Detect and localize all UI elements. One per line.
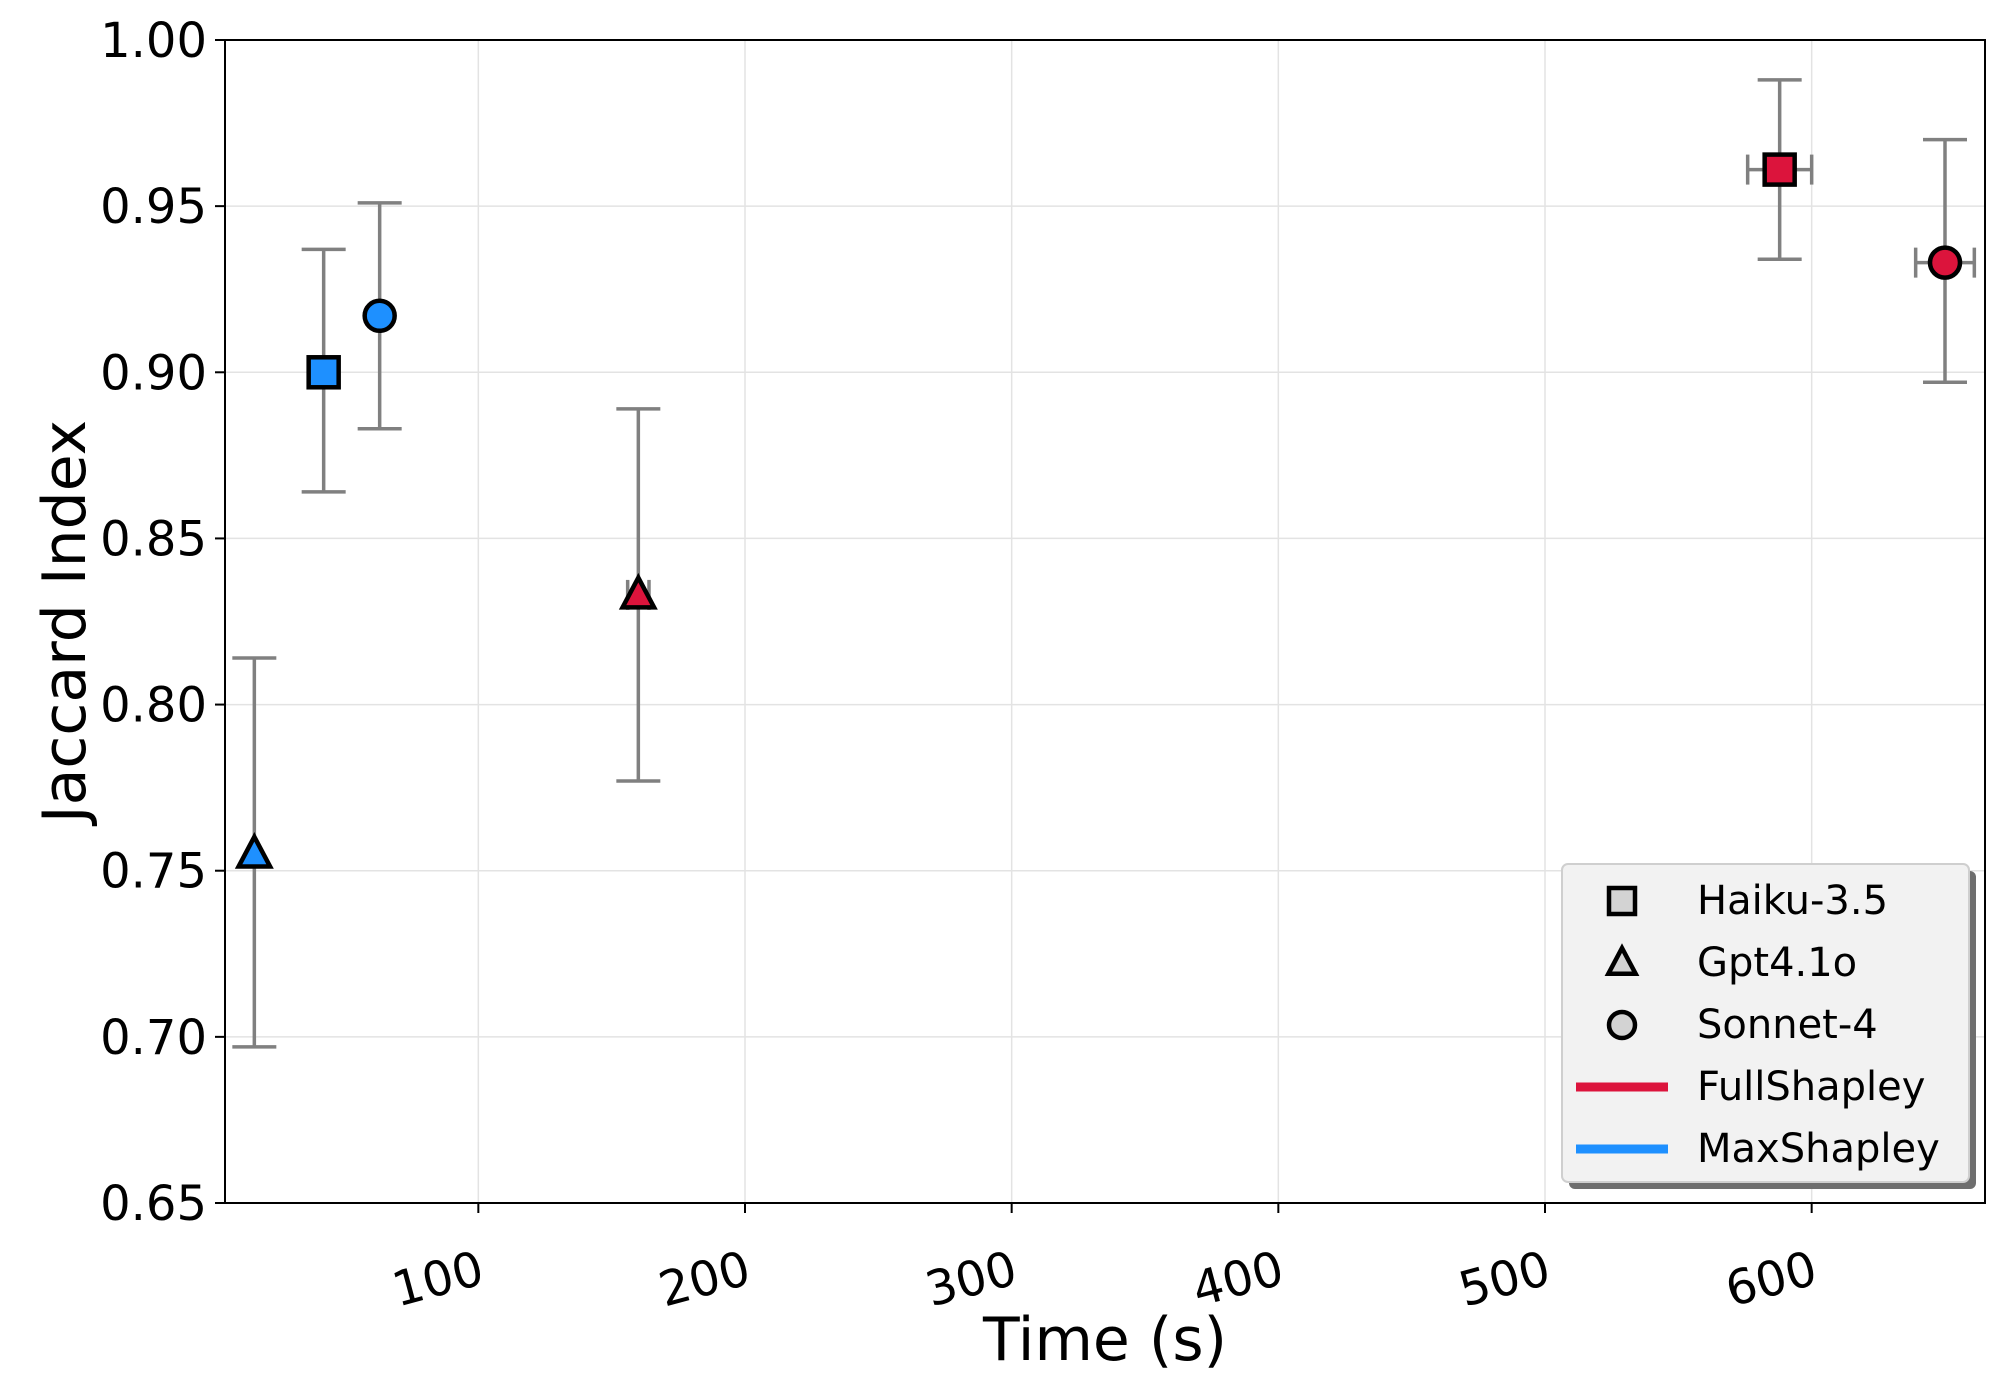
data-marker: [234, 832, 274, 869]
x-tick-label: 500: [1453, 1240, 1556, 1318]
y-tick-label: 0.70: [100, 1010, 207, 1066]
data-point-haiku-3-5-maxshapley: [301, 247, 346, 494]
legend-item-haiku-3-5: Haiku-3.5: [1606, 878, 1888, 924]
data-point-gpt4-1o-fullshapley: [616, 407, 661, 783]
y-tick-label: 1.00: [100, 13, 207, 69]
y-axis-title: Jaccard Index: [30, 420, 100, 827]
marks-layer: [232, 78, 1977, 1049]
y-tick-label: 0.85: [100, 511, 207, 567]
y-tick-label: 0.90: [100, 345, 207, 401]
legend-swatch: [1606, 885, 1638, 917]
legend-label: Gpt4.1o: [1697, 940, 1857, 986]
data-point-haiku-3-5-fullshapley: [1745, 78, 1814, 262]
legend-label: MaxShapley: [1697, 1126, 1940, 1172]
data-marker: [362, 298, 397, 334]
data-point-sonnet-4-maxshapley: [357, 201, 402, 431]
data-marker: [1927, 245, 1963, 280]
legend-swatch: [1604, 943, 1640, 977]
legend-label: Sonnet-4: [1697, 1002, 1878, 1048]
y-tick-label: 0.95: [100, 179, 207, 235]
data-marker: [618, 572, 658, 610]
legend-label: FullShapley: [1697, 1064, 1925, 1110]
data-marker: [306, 355, 341, 390]
legend-item-sonnet-4: Sonnet-4: [1606, 1002, 1878, 1048]
y-tick-label: 0.80: [100, 678, 207, 734]
legend-item-gpt4-1o: Gpt4.1o: [1604, 940, 1857, 986]
y-tick-label: 0.65: [100, 1176, 207, 1232]
legend-item-fullshapley: FullShapley: [1576, 1064, 1925, 1110]
data-marker: [1762, 152, 1797, 187]
legend: Haiku-3.5 Gpt4.1o Sonnet-4 FullShapley MaxSh…: [1561, 863, 1976, 1189]
legend-swatch: [1606, 1009, 1638, 1041]
x-tick-label: 200: [653, 1240, 756, 1318]
legend-item-maxshapley: MaxShapley: [1576, 1126, 1940, 1172]
plot-frame: [224, 39, 1986, 1204]
data-point-gpt4-1o-maxshapley: [232, 656, 277, 1049]
legend-label: Haiku-3.5: [1697, 878, 1888, 924]
x-tick-label: 100: [386, 1240, 489, 1318]
data-point-sonnet-4-fullshapley: [1913, 137, 1977, 385]
legend-box: [1561, 863, 1970, 1183]
x-tick-label: 600: [1720, 1240, 1823, 1318]
x-axis-title: Time (s): [982, 1305, 1227, 1375]
y-tick-label: 0.75: [100, 844, 207, 900]
